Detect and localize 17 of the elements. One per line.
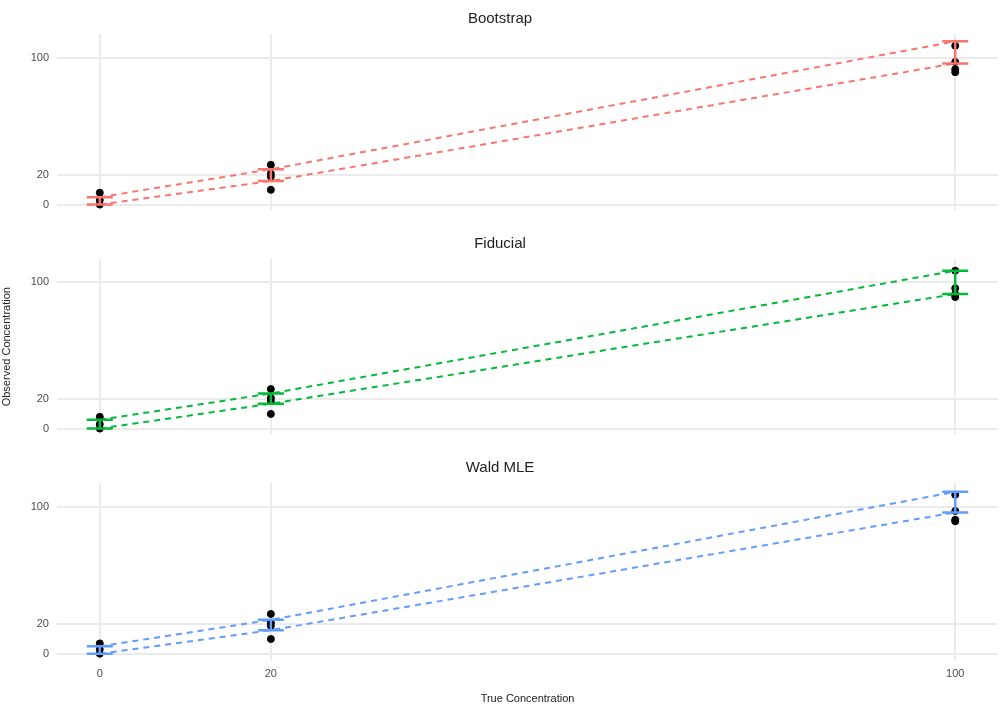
chart-title: Bootstrap xyxy=(467,9,533,27)
x-tick-label: 20 xyxy=(264,667,277,680)
y-axis-title: Observed Concentration xyxy=(0,287,12,407)
y-tick-label: 0 xyxy=(42,197,49,210)
y-tick-label: 20 xyxy=(36,168,49,181)
y-tick-label: 0 xyxy=(42,421,49,434)
y-tick-label: 100 xyxy=(30,499,49,512)
y-tick-label: 100 xyxy=(30,275,49,288)
y-tick-label: 20 xyxy=(36,392,49,405)
x-axis-title: True Concentration xyxy=(480,692,575,705)
x-tick-label: 100 xyxy=(946,667,965,680)
y-tick-label: 20 xyxy=(36,617,49,630)
chart-title: Fiducial xyxy=(474,234,526,252)
y-tick-label: 0 xyxy=(42,646,49,659)
chart-title: Wald MLE xyxy=(465,458,535,476)
y-tick-label: 100 xyxy=(30,50,49,63)
x-tick-label: 0 xyxy=(96,667,103,680)
